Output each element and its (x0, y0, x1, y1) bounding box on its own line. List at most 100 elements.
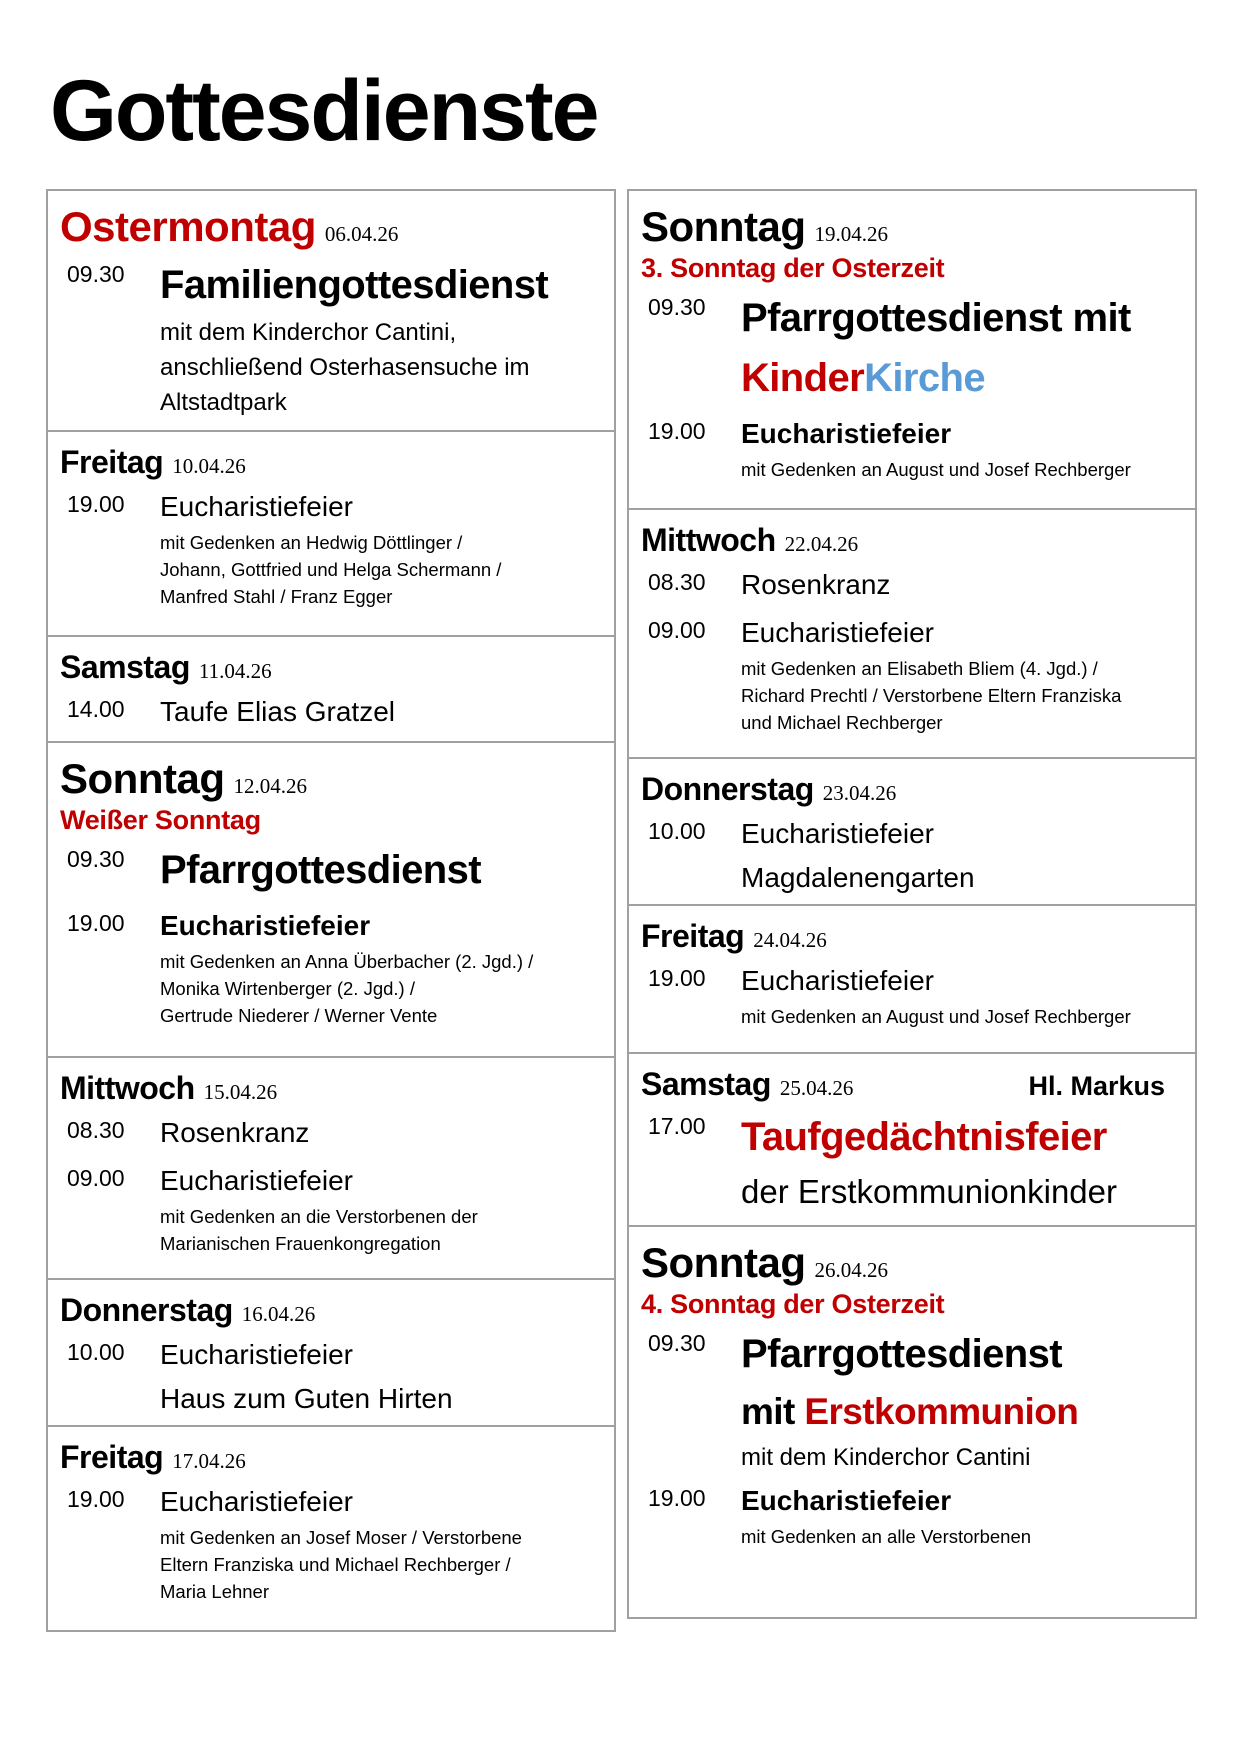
service-line: der Erstkommunionkinder (741, 1167, 1187, 1217)
service-line: Manfred Stahl / Franz Egger (160, 583, 606, 610)
service-line: mit dem Kinderchor Cantini (741, 1440, 1187, 1475)
service-entry: 19.00 Eucharistiefeier mit Gedenken an Hed… (60, 485, 606, 610)
day-date: 12.04.26 (233, 774, 307, 798)
service-entry: 08.30 Rosenkranz (60, 1111, 606, 1155)
day-header: Sonntag 12.04.26 (60, 755, 606, 803)
service-line: Taufgedächtnisfeier (741, 1107, 1187, 1167)
service-text: Eucharistiefeier (160, 491, 353, 522)
day-header: Sonntag 19.04.26 (641, 203, 1187, 251)
service-entry: 10.00 Eucharistiefeier Magdalenengarten (641, 812, 1187, 900)
service-text: Eucharistiefeier (741, 617, 934, 648)
service-line: Eltern Franziska und Michael Rechberger … (160, 1551, 606, 1578)
service-text: mit Gedenken an Josef Moser / Verstorben… (160, 1527, 522, 1548)
service-body: Pfarrgottesdienst mit Erstkommunion mit de… (741, 1324, 1187, 1475)
service-line: Eucharistiefeier (741, 812, 1187, 856)
service-body: Pfarrgottesdienst (160, 840, 606, 900)
day-section: Sonntag 19.04.26 3. Sonntag der Osterzeit 0… (629, 191, 1195, 510)
service-line: Monika Wirtenberger (2. Jgd.) / (160, 975, 606, 1002)
service-line: Richard Prechtl / Verstorbene Eltern Fra… (741, 682, 1187, 709)
schedule-column-right: Sonntag 19.04.26 3. Sonntag der Osterzeit 0… (627, 189, 1197, 1619)
service-text: und Michael Rechberger (741, 712, 943, 733)
service-text: mit dem Kinderchor Cantini (741, 1444, 1031, 1471)
service-text: Rosenkranz (160, 1117, 310, 1148)
day-name: Sonntag (641, 203, 806, 250)
service-body: Eucharistiefeier mit Gedenken an August u… (741, 412, 1187, 483)
service-line: Familiengottesdienst (160, 255, 606, 315)
day-name: Freitag (60, 1439, 164, 1475)
service-entry: 19.00 Eucharistiefeier mit Gedenken an Aug… (641, 412, 1187, 483)
service-entry: 09.00 Eucharistiefeier mit Gedenken an Eli… (641, 611, 1187, 736)
service-text: Pfarrgottesdienst mit (741, 296, 1131, 340)
service-text: Kirche (864, 356, 986, 400)
day-header: Freitag 10.04.26 (60, 444, 606, 481)
service-line: Marianischen Frauenkongregation (160, 1230, 606, 1257)
day-name: Mittwoch (60, 1070, 195, 1106)
service-time: 10.00 (67, 1339, 125, 1365)
day-header: Ostermontag 06.04.26 (60, 203, 606, 251)
service-text: mit Gedenken an Elisabeth Bliem (4. Jgd.… (741, 658, 1098, 679)
service-line: Eucharistiefeier (741, 1479, 1187, 1523)
day-header: Donnerstag 23.04.26 (641, 771, 1187, 808)
service-body: Familiengottesdienst mit dem Kinderchor C… (160, 255, 606, 420)
service-text: Eucharistiefeier (741, 965, 934, 996)
day-section: Ostermontag 06.04.26 09.30 Familiengottesdi… (48, 191, 614, 432)
service-text: Johann, Gottfried und Helga Schermann / (160, 559, 502, 580)
service-line: mit Gedenken an Josef Moser / Verstorben… (160, 1524, 606, 1551)
service-text: mit dem Kinderchor Cantini, (160, 319, 457, 346)
service-line: mit Gedenken an August und Josef Rechber… (741, 1003, 1187, 1030)
service-text: mit Gedenken an August und Josef Rechber… (741, 1006, 1131, 1027)
service-body: Pfarrgottesdienst mit KinderKirche (741, 288, 1187, 408)
service-text: Altstadtpark (160, 389, 287, 416)
service-line: Eucharistiefeier (160, 1159, 606, 1203)
service-line: Eucharistiefeier (741, 959, 1187, 1003)
service-time: 09.30 (67, 261, 125, 287)
day-section: Donnerstag 16.04.26 10.00 Eucharistiefeier H… (48, 1280, 614, 1427)
service-time: 09.00 (67, 1165, 125, 1191)
service-time: 08.30 (648, 569, 706, 595)
schedule-column-left: Ostermontag 06.04.26 09.30 Familiengottesdi… (46, 189, 616, 1632)
service-body: Taufgedächtnisfeier der Erstkommunionkind… (741, 1107, 1187, 1217)
day-section: Mittwoch 22.04.26 08.30 Rosenkranz 09.00 Euch… (629, 510, 1195, 759)
page-title: Gottesdienste (50, 63, 599, 159)
day-header: Freitag 17.04.26 (60, 1439, 606, 1476)
service-body: Eucharistiefeier mit Gedenken an Hedwig D… (160, 485, 606, 610)
service-text: Eltern Franziska und Michael Rechberger … (160, 1554, 511, 1575)
day-date: 23.04.26 (822, 781, 897, 805)
service-line: Eucharistiefeier (160, 1480, 606, 1524)
service-line: Taufe Elias Gratzel (160, 690, 606, 734)
service-text: Erstkommunion (804, 1391, 1079, 1432)
day-name: Donnerstag (60, 1292, 233, 1328)
service-entry: 09.30 Pfarrgottesdienst mit KinderKirche (641, 288, 1187, 408)
day-date: 17.04.26 (172, 1449, 246, 1473)
service-line: Gertrude Niederer / Werner Vente (160, 1002, 606, 1029)
service-time: 17.00 (648, 1113, 706, 1139)
service-text: Haus zum Guten Hirten (160, 1383, 453, 1414)
service-time: 09.30 (648, 1330, 706, 1356)
service-text: Eucharistiefeier (160, 1165, 353, 1196)
day-date: 22.04.26 (784, 532, 859, 556)
day-header: Mittwoch 22.04.26 (641, 522, 1187, 559)
service-entry: 19.00 Eucharistiefeier mit Gedenken an Jos… (60, 1480, 606, 1605)
day-name: Freitag (60, 444, 164, 480)
service-text: Familiengottesdienst (160, 263, 549, 307)
service-text: Pfarrgottesdienst (160, 848, 482, 892)
service-line: Pfarrgottesdienst (160, 840, 606, 900)
service-text: mit Gedenken an die Verstorbenen der (160, 1206, 478, 1227)
service-entry: 09.30 Pfarrgottesdienst (60, 840, 606, 900)
service-time: 08.30 (67, 1117, 125, 1143)
day-date: 26.04.26 (814, 1258, 888, 1282)
service-text: mit Gedenken an alle Verstorbenen (741, 1526, 1032, 1547)
service-text: mit (741, 1391, 805, 1432)
day-name: Sonntag (60, 755, 225, 802)
service-text: Taufgedächtnisfeier (741, 1115, 1107, 1159)
service-entry: 08.30 Rosenkranz (641, 563, 1187, 607)
service-line: mit Gedenken an alle Verstorbenen (741, 1523, 1187, 1550)
day-date: 11.04.26 (198, 659, 272, 683)
service-time: 09.30 (67, 846, 125, 872)
service-time: 19.00 (67, 1486, 125, 1512)
service-text: Rosenkranz (741, 569, 891, 600)
day-name: Samstag (641, 1066, 771, 1102)
day-name: Donnerstag (641, 771, 814, 807)
day-section: Freitag 10.04.26 19.00 Eucharistiefeier mit … (48, 432, 614, 637)
day-header: Samstag 11.04.26 (60, 649, 606, 686)
